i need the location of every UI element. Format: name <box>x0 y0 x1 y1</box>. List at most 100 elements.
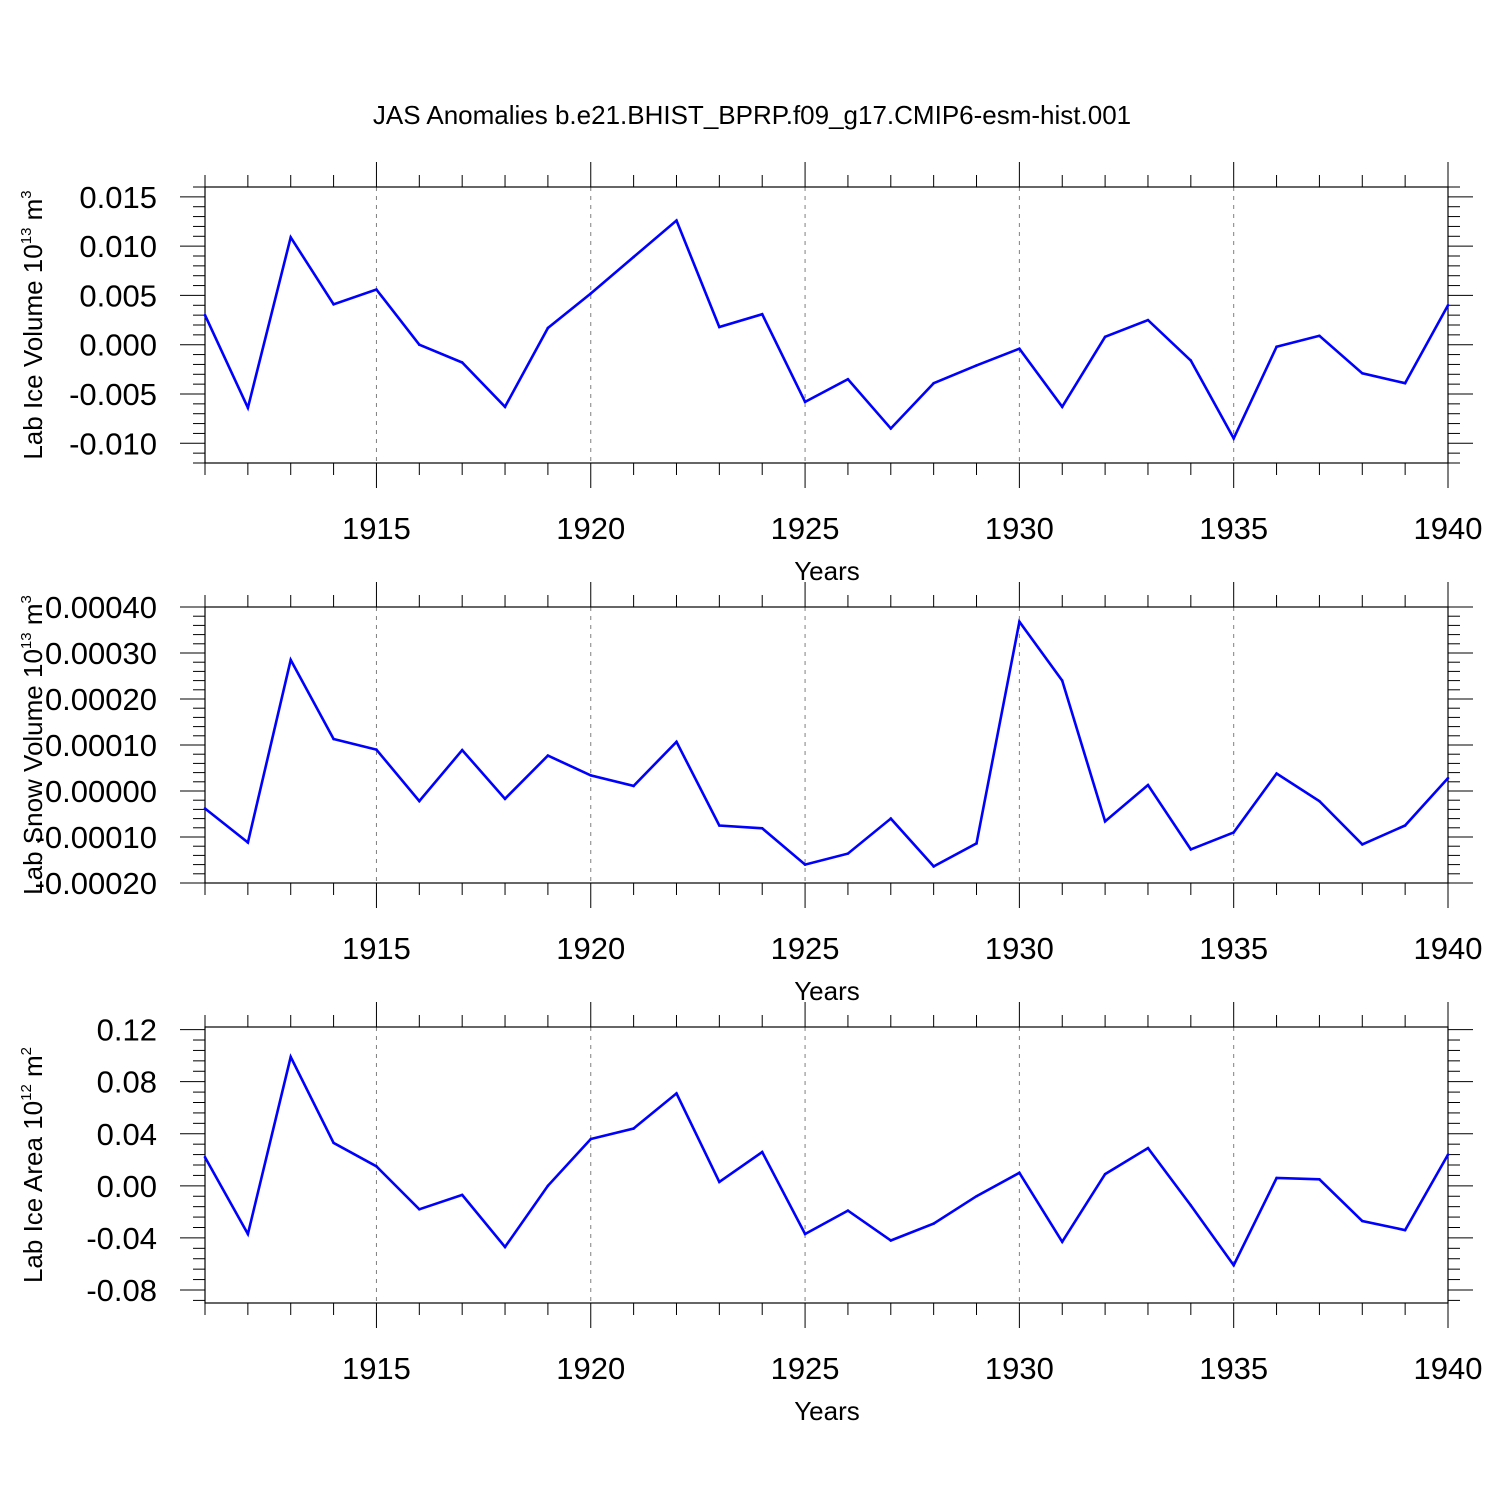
chart-title: JAS Anomalies b.e21.BHIST_BPRP.f09_g17.C… <box>373 100 1131 130</box>
data-point <box>1360 1219 1364 1223</box>
data-point <box>1189 848 1193 851</box>
x-tick-label: 1925 <box>771 931 840 966</box>
data-point <box>589 1137 593 1141</box>
data-point <box>760 826 764 830</box>
y-tick-label: 0.08 <box>97 1065 157 1100</box>
data-point <box>1060 405 1064 409</box>
y-axis-title: Lab Ice Volume 1013 m3 <box>18 190 48 459</box>
data-point <box>803 1232 807 1236</box>
data-point <box>332 737 335 741</box>
data-point <box>332 303 335 306</box>
y-tick-label: -0.005 <box>69 377 157 412</box>
data-point <box>1403 824 1407 827</box>
y-tick-label: 0.005 <box>79 278 157 313</box>
data-point <box>675 740 678 744</box>
data-point <box>246 1232 250 1236</box>
data-point <box>1060 679 1064 682</box>
data-point <box>718 325 721 329</box>
data-point <box>546 1184 550 1188</box>
data-point <box>375 288 378 291</box>
data-point <box>289 235 293 239</box>
data-point <box>1446 303 1450 307</box>
data-point <box>675 219 678 222</box>
data-point <box>718 1180 721 1184</box>
x-tick-label: 1915 <box>342 1351 411 1386</box>
x-tick-label: 1930 <box>985 1351 1054 1386</box>
y-tick-label: -0.04 <box>86 1221 157 1256</box>
data-point <box>803 863 807 866</box>
data-point <box>1103 335 1107 339</box>
data-point <box>760 312 764 316</box>
x-tick-label: 1925 <box>771 511 840 546</box>
data-point <box>1018 620 1021 624</box>
data-point <box>289 658 293 662</box>
panel-lab-ice-area: -0.08 -0.04 0.00 0.04 0.08 0.12 1915 1920 1925 19… <box>18 1002 1482 1426</box>
x-tick-label: 1915 <box>342 931 411 966</box>
data-point <box>1403 1228 1407 1232</box>
data-point <box>418 799 421 803</box>
data-point <box>1360 843 1364 846</box>
y-tick-label: 0.00000 <box>45 774 157 809</box>
data-point <box>632 255 635 259</box>
y-tick-label: 0.00040 <box>45 590 157 625</box>
y-tick-label: -0.010 <box>69 426 157 461</box>
data-point <box>632 1127 635 1130</box>
data-point <box>1446 1153 1450 1156</box>
y-tick-label: 0.04 <box>97 1117 157 1152</box>
y-tick-label: -0.00010 <box>35 820 157 855</box>
data-point <box>846 377 850 381</box>
data-point <box>1232 831 1235 834</box>
data-point <box>1403 381 1407 385</box>
x-tick-label: 1940 <box>1414 931 1483 966</box>
series-line <box>203 1053 1450 1268</box>
data-point <box>846 1209 850 1212</box>
data-point <box>1360 372 1364 375</box>
y-tick-label: 0.00 <box>97 1169 157 1204</box>
x-tick-label: 1915 <box>342 511 411 546</box>
x-tick-label: 1935 <box>1199 1351 1268 1386</box>
data-point <box>246 406 250 410</box>
data-point <box>889 1239 893 1242</box>
data-point <box>675 1092 678 1095</box>
data-point <box>589 774 593 777</box>
data-point <box>1103 1172 1107 1176</box>
y-tick-label: 0.12 <box>97 1013 157 1048</box>
data-point <box>1318 1178 1321 1181</box>
series-line <box>203 218 1450 442</box>
data-point <box>589 292 593 295</box>
x-axis-title: Years <box>794 556 860 586</box>
data-point <box>1103 820 1107 823</box>
x-tick-label: 1930 <box>985 931 1054 966</box>
x-axis-title: Years <box>794 976 860 1006</box>
data-point <box>1018 347 1021 350</box>
data-point <box>718 824 721 827</box>
x-tick-label: 1940 <box>1414 511 1483 546</box>
data-point <box>1318 334 1321 338</box>
y-axis-title: Lab Ice Area 1012 m2 <box>18 1047 48 1283</box>
data-point <box>846 852 850 855</box>
data-point <box>503 797 507 801</box>
panel-lab-ice-volume: -0.010 -0.005 0.000 0.005 0.010 0.015 1915 1920… <box>18 162 1482 586</box>
data-point <box>1146 318 1150 322</box>
data-point <box>546 326 550 330</box>
x-tick-label: 1935 <box>1199 931 1268 966</box>
data-point <box>203 1155 207 1159</box>
data-point <box>803 400 807 404</box>
data-point <box>418 1207 421 1211</box>
data-point <box>503 1245 507 1249</box>
data-point <box>460 1193 464 1197</box>
data-point <box>289 1055 293 1059</box>
data-point <box>1275 345 1278 348</box>
data-point <box>375 748 378 751</box>
x-tick-label: 1925 <box>771 1351 840 1386</box>
data-point <box>760 1150 764 1154</box>
x-tick-label: 1935 <box>1199 511 1268 546</box>
data-point <box>460 361 464 364</box>
data-point <box>1060 1240 1064 1244</box>
data-point <box>460 748 464 752</box>
data-point <box>203 313 207 317</box>
data-point <box>1446 776 1450 780</box>
x-tick-label: 1940 <box>1414 1351 1483 1386</box>
